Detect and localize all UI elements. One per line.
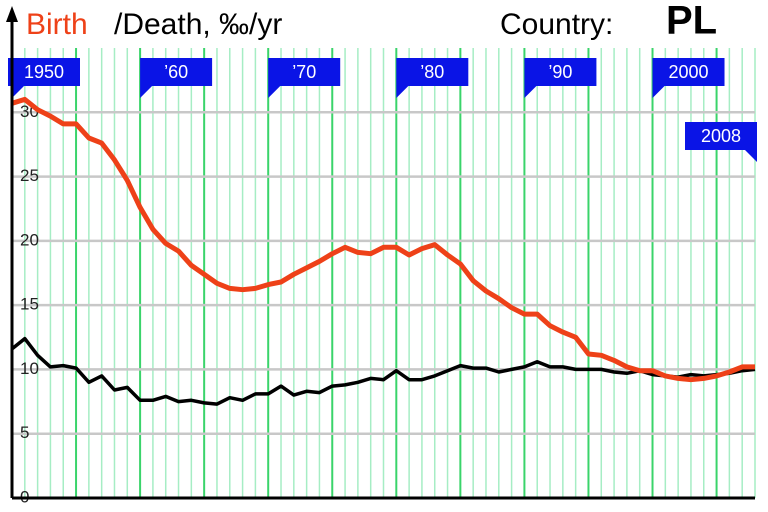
x-tick-label: 1950 xyxy=(24,62,64,82)
x-tick-label: ’60 xyxy=(164,62,188,82)
x-tick-pointer xyxy=(140,86,153,98)
x-tick-flag xyxy=(652,58,725,86)
series-line xyxy=(11,96,755,383)
grid: 051015202530 xyxy=(11,48,756,506)
x-tick-label: 2000 xyxy=(668,62,708,82)
flags: 1950 ’60 ’70 ’80 ’90 2000 2008 xyxy=(8,58,757,162)
y-tick-label: 15 xyxy=(20,295,39,314)
x-tick-pointer xyxy=(268,86,281,98)
x-tick-label: ’70 xyxy=(292,62,316,82)
legend-birth: Birth xyxy=(26,8,88,41)
y-tick-label: 25 xyxy=(20,166,39,185)
series-line xyxy=(10,336,756,406)
x-tick-flag xyxy=(8,58,80,86)
x-tick-pointer xyxy=(396,86,409,98)
x-tick-flag xyxy=(524,58,597,86)
y-tick-label: 20 xyxy=(20,230,39,249)
y-axis-arrow xyxy=(6,6,18,22)
x-tick-pointer xyxy=(745,150,757,162)
x-tick-label: 2008 xyxy=(701,126,741,146)
y-tick-label: 5 xyxy=(20,423,29,442)
x-tick-pointer xyxy=(524,86,537,98)
x-tick-flag xyxy=(685,122,757,150)
chart-title: /Death, ‰/yr xyxy=(114,8,282,41)
x-tick-flag xyxy=(268,58,341,86)
x-tick-label: ’90 xyxy=(548,62,572,82)
x-tick-label: ’80 xyxy=(420,62,444,82)
country-code: PL xyxy=(666,0,717,43)
x-tick-pointer xyxy=(12,86,24,98)
y-tick-label: 10 xyxy=(20,359,39,378)
x-tick-flag xyxy=(140,58,213,86)
x-tick-flag xyxy=(396,58,469,86)
lines xyxy=(10,96,756,406)
x-tick-pointer xyxy=(652,86,665,98)
country-label: Country: xyxy=(500,8,613,41)
